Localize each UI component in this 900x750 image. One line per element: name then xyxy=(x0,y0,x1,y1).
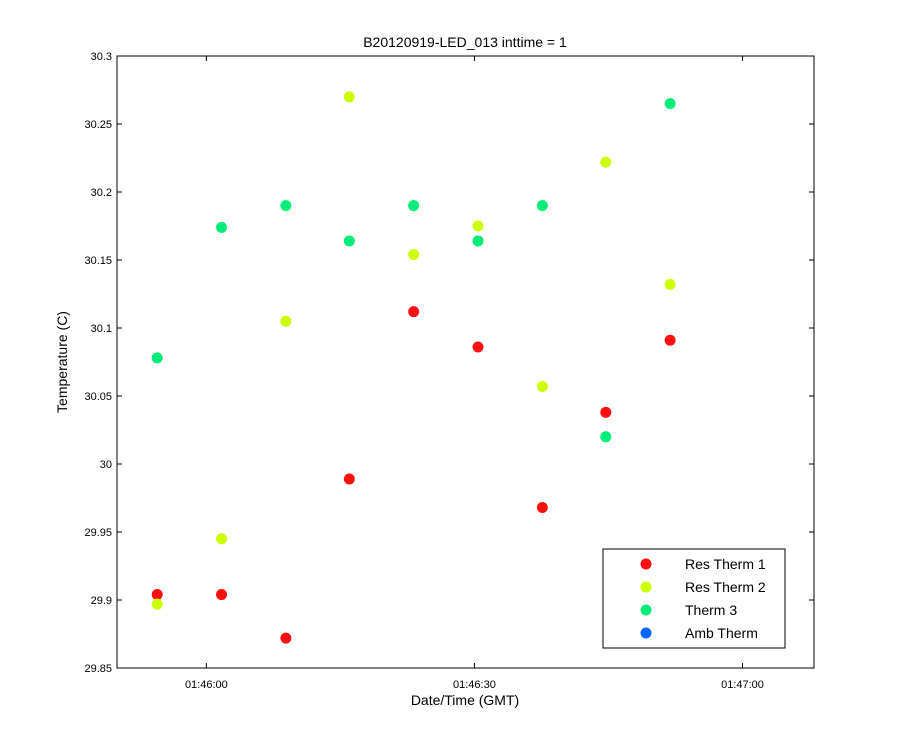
x-axis-label: Date/Time (GMT) xyxy=(411,692,519,708)
y-tick-label: 30.15 xyxy=(84,255,112,267)
point-therm-3 xyxy=(472,235,484,247)
point-res-therm-1 xyxy=(216,589,228,601)
y-axis-label: Temperature (C) xyxy=(54,311,70,413)
point-res-therm-1 xyxy=(536,502,548,514)
point-res-therm-2 xyxy=(472,220,484,232)
point-res-therm-1 xyxy=(600,406,612,418)
y-tick-label: 29.95 xyxy=(84,527,112,539)
legend-marker xyxy=(640,627,652,639)
legend-label: Therm 3 xyxy=(685,602,737,618)
data-points xyxy=(151,91,676,644)
y-tick-label: 30.2 xyxy=(91,187,112,199)
x-tick-label: 01:46:30 xyxy=(453,679,496,691)
point-therm-3 xyxy=(600,431,612,443)
point-res-therm-1 xyxy=(280,632,292,644)
point-therm-3 xyxy=(408,200,420,212)
point-res-therm-2 xyxy=(600,156,612,168)
point-therm-3 xyxy=(536,200,548,212)
y-tick-label: 30.25 xyxy=(84,119,112,131)
y-axis: 29.85 29.9 29.95 30 30.05 30.1 30.15 30.2 30.25 3… xyxy=(84,51,814,675)
x-tick-label: 01:47:00 xyxy=(721,679,764,691)
chart-title: B20120919-LED_013 inttime = 1 xyxy=(363,34,567,50)
point-res-therm-2 xyxy=(151,598,163,610)
point-res-therm-1 xyxy=(151,589,163,601)
point-res-therm-1 xyxy=(343,473,355,485)
point-res-therm-1 xyxy=(408,306,420,318)
y-tick-label: 29.9 xyxy=(91,595,112,607)
point-therm-3 xyxy=(151,352,163,364)
legend-marker xyxy=(640,604,652,616)
point-therm-3 xyxy=(280,200,292,212)
point-res-therm-2 xyxy=(343,91,355,103)
y-tick-label: 29.85 xyxy=(84,663,112,675)
legend-box xyxy=(602,548,786,649)
y-tick-label: 30.05 xyxy=(84,391,112,403)
x-tick-label: 01:46:00 xyxy=(185,679,228,691)
point-res-therm-2 xyxy=(280,315,292,327)
legend-marker xyxy=(640,558,652,570)
legend-marker xyxy=(640,581,652,593)
y-tick-label: 30.3 xyxy=(91,51,112,63)
point-res-therm-2 xyxy=(408,249,420,261)
point-res-therm-2 xyxy=(216,533,228,545)
point-therm-3 xyxy=(664,98,676,110)
point-therm-3 xyxy=(343,235,355,247)
legend-label: Res Therm 1 xyxy=(685,556,766,572)
point-res-therm-1 xyxy=(664,334,676,346)
point-therm-3 xyxy=(216,221,228,233)
x-axis: 01:46:00 01:46:30 01:47:00 xyxy=(185,56,764,691)
y-tick-label: 30 xyxy=(100,459,112,471)
y-tick-label: 30.1 xyxy=(91,323,112,335)
legend-label: Amb Therm xyxy=(685,625,758,641)
point-res-therm-2 xyxy=(536,380,548,392)
legend-label: Res Therm 2 xyxy=(685,579,766,595)
legend: Res Therm 1 Res Therm 2 Therm 3 Amb Therm xyxy=(602,548,786,649)
point-res-therm-1 xyxy=(472,341,484,353)
point-res-therm-2 xyxy=(664,278,676,290)
